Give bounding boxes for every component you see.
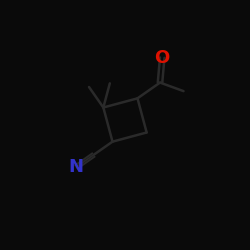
Text: O: O	[154, 49, 170, 67]
Text: N: N	[68, 158, 83, 176]
